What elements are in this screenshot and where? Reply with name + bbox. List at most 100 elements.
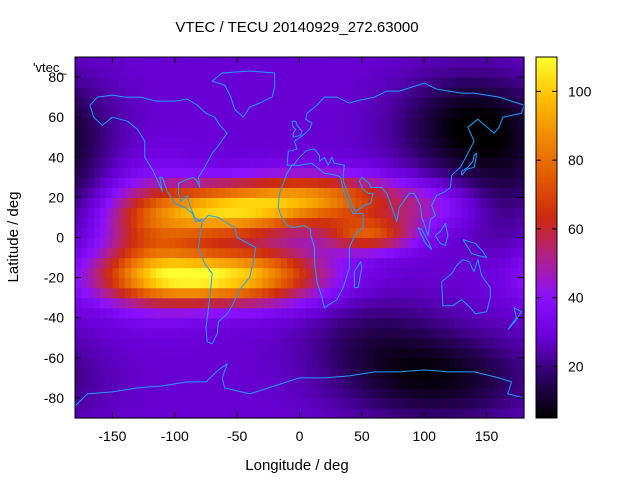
heatmap-cell bbox=[118, 207, 126, 219]
heatmap-cell bbox=[436, 217, 444, 229]
heatmap-cell bbox=[75, 277, 82, 289]
heatmap-cell bbox=[336, 347, 344, 359]
heatmap-cell bbox=[93, 337, 101, 349]
heatmap-cell bbox=[505, 117, 513, 128]
heatmap-cell bbox=[343, 107, 350, 118]
heatmap-cell bbox=[268, 337, 276, 349]
heatmap-cell bbox=[106, 127, 114, 138]
heatmap-cell bbox=[386, 147, 394, 158]
heatmap-cell bbox=[287, 277, 294, 289]
heatmap-cell bbox=[268, 117, 276, 128]
heatmap-cell bbox=[243, 97, 251, 108]
heatmap-cell bbox=[324, 387, 332, 399]
heatmap-cell bbox=[181, 247, 188, 259]
heatmap-cell bbox=[156, 237, 163, 249]
heatmap-cell bbox=[168, 287, 176, 299]
heatmap-cell bbox=[305, 337, 313, 349]
heatmap-cell bbox=[205, 367, 213, 379]
heatmap-cell bbox=[311, 127, 319, 138]
heatmap-cell bbox=[499, 377, 506, 389]
heatmap-cell bbox=[131, 347, 138, 359]
heatmap-cell bbox=[212, 167, 220, 178]
heatmap-cell bbox=[99, 127, 107, 138]
heatmap-cell bbox=[380, 277, 388, 289]
heatmap-cell bbox=[212, 177, 220, 188]
heatmap-cell bbox=[305, 317, 313, 329]
heatmap-cell bbox=[205, 177, 213, 188]
heatmap-cell bbox=[249, 277, 257, 289]
heatmap-cell bbox=[511, 367, 519, 379]
heatmap-cell bbox=[118, 407, 126, 419]
heatmap-cell bbox=[492, 67, 500, 78]
heatmap-cell bbox=[299, 97, 307, 108]
heatmap-cell bbox=[480, 157, 488, 168]
heatmap-cell bbox=[149, 97, 157, 108]
heatmap-cell bbox=[168, 357, 176, 369]
heatmap-cell bbox=[230, 247, 238, 259]
heatmap-cell bbox=[75, 107, 82, 118]
heatmap-cell bbox=[118, 237, 126, 249]
heatmap-cell bbox=[480, 117, 488, 128]
heatmap-cell bbox=[293, 217, 301, 229]
heatmap-cell bbox=[124, 207, 132, 219]
heatmap-cell bbox=[243, 407, 251, 419]
heatmap-cell bbox=[280, 167, 288, 178]
heatmap-cell bbox=[417, 157, 425, 168]
heatmap-cell bbox=[305, 87, 313, 98]
heatmap-cell bbox=[343, 217, 350, 229]
heatmap-cell bbox=[106, 177, 114, 188]
heatmap-cell bbox=[449, 227, 457, 239]
heatmap-cell bbox=[212, 197, 220, 209]
heatmap-cell bbox=[237, 117, 244, 128]
heatmap-cell bbox=[386, 247, 394, 259]
heatmap-cell bbox=[499, 287, 506, 299]
heatmap-cell bbox=[324, 407, 332, 419]
heatmap-cell bbox=[486, 277, 494, 289]
heatmap-cell bbox=[137, 387, 145, 399]
heatmap-cell bbox=[299, 197, 307, 209]
heatmap-cell bbox=[393, 127, 400, 138]
heatmap-cell bbox=[137, 187, 145, 198]
heatmap-cell bbox=[355, 137, 363, 148]
heatmap-cell bbox=[405, 67, 413, 78]
heatmap-cell bbox=[499, 367, 506, 379]
heatmap-cell bbox=[156, 147, 163, 158]
heatmap-cell bbox=[305, 197, 313, 209]
heatmap-cell bbox=[417, 97, 425, 108]
heatmap-cell bbox=[330, 297, 338, 309]
heatmap-cell bbox=[318, 347, 326, 359]
heatmap-cell bbox=[199, 167, 207, 178]
heatmap-cell bbox=[305, 327, 313, 339]
heatmap-cell bbox=[205, 347, 213, 359]
heatmap-cell bbox=[299, 297, 307, 309]
heatmap-cell bbox=[174, 147, 182, 158]
coastline-north-america bbox=[89, 94, 228, 222]
heatmap-cell bbox=[499, 217, 506, 229]
heatmap-cell bbox=[274, 117, 282, 128]
heatmap-cell bbox=[230, 407, 238, 419]
heatmap-cell bbox=[249, 337, 257, 349]
heatmap-cell bbox=[87, 297, 95, 309]
heatmap-cell bbox=[199, 107, 207, 118]
heatmap-cell bbox=[118, 67, 126, 78]
heatmap-cell bbox=[75, 207, 82, 219]
heatmap-cell bbox=[330, 277, 338, 289]
heatmap-cell bbox=[455, 207, 463, 219]
heatmap-cell bbox=[193, 297, 201, 309]
heatmap-cell bbox=[230, 367, 238, 379]
heatmap-cell bbox=[118, 327, 126, 339]
heatmap-cell bbox=[399, 107, 407, 118]
heatmap-cell bbox=[336, 67, 344, 78]
heatmap-cell bbox=[205, 77, 213, 88]
heatmap-cell bbox=[156, 177, 163, 188]
heatmap-cell bbox=[174, 57, 182, 68]
heatmap-cell bbox=[405, 267, 413, 279]
heatmap-cell bbox=[474, 97, 481, 108]
heatmap-cell bbox=[442, 107, 450, 118]
heatmap-cell bbox=[218, 237, 226, 249]
heatmap-cell bbox=[255, 87, 263, 98]
heatmap-cell bbox=[405, 337, 413, 349]
heatmap-cell bbox=[330, 67, 338, 78]
heatmap-cell bbox=[268, 147, 276, 158]
heatmap-cell bbox=[492, 137, 500, 148]
